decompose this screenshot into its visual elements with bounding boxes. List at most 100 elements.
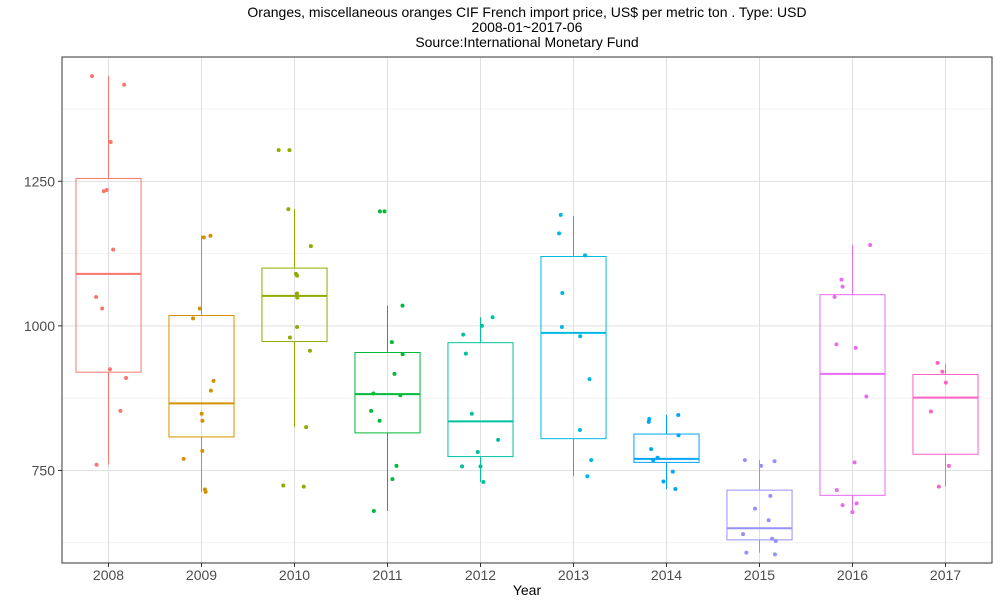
data-point <box>670 469 675 474</box>
data-point <box>308 244 313 249</box>
data-point <box>392 371 397 376</box>
data-point <box>122 82 127 87</box>
x-tick-label: 2011 <box>372 567 402 583</box>
data-point <box>557 231 562 236</box>
data-point <box>490 315 495 320</box>
data-point <box>200 418 205 423</box>
data-point <box>475 449 480 454</box>
data-point <box>286 207 291 212</box>
data-point <box>201 235 206 240</box>
data-point <box>852 460 857 465</box>
data-point <box>741 532 746 537</box>
data-point <box>208 233 213 238</box>
data-point <box>197 306 202 311</box>
data-point <box>287 335 292 340</box>
data-point <box>676 412 681 417</box>
data-point <box>578 334 583 339</box>
y-tick-label: 1250 <box>24 173 55 189</box>
data-point <box>577 427 582 432</box>
data-point <box>649 447 654 452</box>
chart-source: Source:International Monetary Fund <box>415 34 639 50</box>
box-body <box>726 489 793 541</box>
data-point <box>935 360 940 365</box>
data-point <box>478 464 483 469</box>
x-tick-label: 2013 <box>558 567 589 583</box>
data-point <box>100 306 105 311</box>
data-point <box>589 458 594 463</box>
x-tick-label: 2014 <box>651 567 682 583</box>
data-point <box>94 294 99 299</box>
data-point <box>295 295 300 300</box>
box-body <box>447 342 514 458</box>
data-point <box>936 484 941 489</box>
x-tick-label: 2010 <box>279 567 310 583</box>
data-point <box>834 342 839 347</box>
data-point <box>560 290 565 295</box>
data-point <box>108 140 113 145</box>
data-point <box>752 506 757 511</box>
data-point <box>208 388 213 393</box>
data-point <box>840 503 845 508</box>
x-tick-label: 2009 <box>186 567 217 583</box>
data-point <box>461 332 466 337</box>
x-axis-label: Year <box>513 582 542 598</box>
data-point <box>854 501 859 506</box>
data-point <box>742 458 747 463</box>
data-point <box>199 411 204 416</box>
x-tick-label: 2012 <box>465 567 496 583</box>
data-point <box>661 479 666 484</box>
data-point <box>772 459 777 464</box>
y-tick-label: 750 <box>32 462 56 478</box>
data-point <box>371 508 376 513</box>
data-point <box>191 316 196 321</box>
data-point <box>770 536 775 541</box>
box-body <box>261 267 328 343</box>
data-point <box>90 74 95 79</box>
data-point <box>398 393 403 398</box>
data-point <box>928 409 933 414</box>
data-point <box>200 448 205 453</box>
data-point <box>676 433 681 438</box>
data-point <box>469 411 474 416</box>
data-point <box>400 352 405 357</box>
data-point <box>301 484 306 489</box>
data-point <box>304 425 309 430</box>
data-point <box>394 463 399 468</box>
data-point <box>673 486 678 491</box>
x-tick-label: 2017 <box>930 567 961 583</box>
data-point <box>583 253 588 258</box>
data-point <box>864 394 869 399</box>
data-point <box>839 277 844 282</box>
x-tick-label: 2015 <box>744 567 775 583</box>
data-point <box>181 456 186 461</box>
data-point <box>107 367 112 372</box>
panel-border <box>61 56 993 564</box>
data-point <box>124 375 129 380</box>
data-point <box>294 291 299 296</box>
data-point <box>307 348 312 353</box>
data-point <box>759 463 764 468</box>
data-point <box>118 408 123 413</box>
data-point <box>868 242 873 247</box>
data-point <box>104 188 109 193</box>
data-point <box>496 437 501 442</box>
data-point <box>840 284 845 289</box>
data-point <box>281 483 286 488</box>
data-point <box>369 408 374 413</box>
box-body <box>633 433 700 463</box>
data-point <box>646 419 651 424</box>
chart-title: Oranges, miscellaneous oranges CIF Frenc… <box>247 4 807 20</box>
y-tick-label: 1000 <box>24 318 55 334</box>
data-point <box>773 539 778 544</box>
data-point <box>295 273 300 278</box>
data-point <box>377 418 382 423</box>
box-body <box>168 314 235 438</box>
box-body <box>819 294 886 496</box>
data-point <box>94 462 99 467</box>
data-point <box>390 477 395 482</box>
data-point <box>479 323 484 328</box>
data-point <box>850 510 855 515</box>
data-point <box>382 209 387 214</box>
chart-subtitle: 2008-01~2017-06 <box>471 19 583 35</box>
